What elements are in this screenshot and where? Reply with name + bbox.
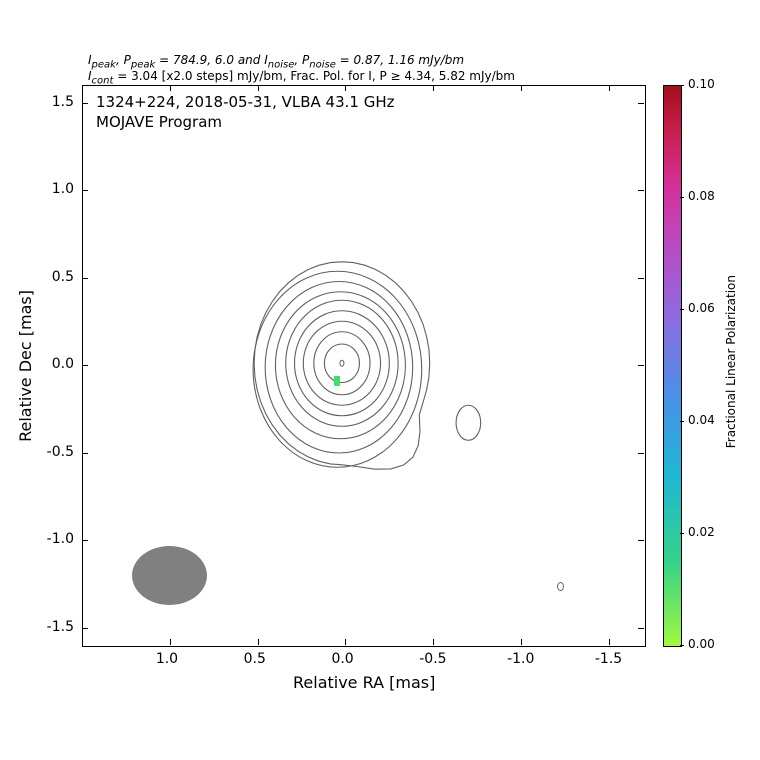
colorbar-tick-label: 0.04	[688, 413, 715, 427]
x-tick-mark	[258, 85, 259, 91]
y-tick-mark	[82, 190, 88, 191]
x-tick-mark	[170, 85, 171, 91]
x-tick-mark	[521, 85, 522, 91]
colorbar-tick-label: 0.10	[688, 77, 715, 91]
colorbar-tick-label: 0.00	[688, 637, 715, 651]
x-tick-label: 0.0	[331, 651, 353, 667]
colorbar-label: Fractional Linear Polarization	[724, 275, 738, 448]
y-tick-mark	[82, 628, 88, 629]
x-tick-mark	[170, 639, 171, 645]
x-axis-label: Relative RA [mas]	[293, 673, 435, 692]
y-tick-mark	[638, 190, 644, 191]
y-tick-mark	[638, 540, 644, 541]
y-tick-label: -1.0	[47, 531, 74, 547]
chart-container: Ipeak, Ppeak = 784.9, 6.0 and Inoise, Pn…	[0, 0, 760, 760]
y-tick-mark	[638, 103, 644, 104]
y-tick-mark	[82, 103, 88, 104]
y-tick-label: 1.0	[52, 181, 74, 197]
colorbar-tick-mark	[680, 309, 684, 310]
y-tick-mark	[638, 278, 644, 279]
y-tick-mark	[638, 365, 644, 366]
colorbar-tick-label: 0.08	[688, 189, 715, 203]
colorbar-tick-mark	[680, 645, 684, 646]
x-tick-label: 0.5	[244, 651, 266, 667]
y-tick-mark	[82, 453, 88, 454]
colorbar-tick-label: 0.02	[688, 525, 715, 539]
beam-ellipse	[132, 546, 207, 605]
y-tick-label: 0.5	[52, 269, 74, 285]
colorbar	[663, 85, 682, 647]
x-tick-mark	[433, 639, 434, 645]
x-tick-mark	[521, 639, 522, 645]
y-tick-mark	[638, 628, 644, 629]
y-tick-label: -0.5	[47, 444, 74, 460]
colorbar-tick-mark	[680, 533, 684, 534]
x-tick-label: -1.5	[595, 651, 622, 667]
contour-plot	[0, 0, 760, 760]
y-tick-label: 0.0	[52, 356, 74, 372]
y-tick-mark	[82, 540, 88, 541]
x-tick-mark	[345, 639, 346, 645]
x-tick-mark	[609, 639, 610, 645]
colorbar-tick-mark	[680, 421, 684, 422]
y-tick-mark	[638, 453, 644, 454]
x-tick-label: 1.0	[156, 651, 178, 667]
y-axis-label: Relative Dec [mas]	[16, 290, 35, 442]
x-tick-mark	[433, 85, 434, 91]
polarization-marker	[334, 376, 340, 386]
colorbar-tick-label: 0.06	[688, 301, 715, 315]
x-tick-label: -1.0	[507, 651, 534, 667]
y-tick-label: -1.5	[47, 619, 74, 635]
x-tick-mark	[609, 85, 610, 91]
y-tick-label: 1.5	[52, 94, 74, 110]
x-tick-mark	[345, 85, 346, 91]
colorbar-tick-mark	[680, 197, 684, 198]
y-tick-mark	[82, 278, 88, 279]
x-tick-mark	[258, 639, 259, 645]
x-tick-label: -0.5	[419, 651, 446, 667]
y-tick-mark	[82, 365, 88, 366]
colorbar-tick-mark	[680, 85, 684, 86]
